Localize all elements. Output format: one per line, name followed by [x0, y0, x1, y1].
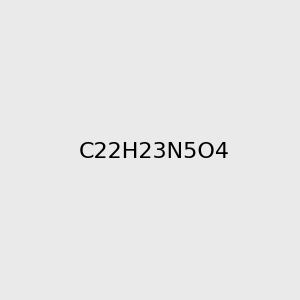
Text: C22H23N5O4: C22H23N5O4: [78, 142, 229, 161]
